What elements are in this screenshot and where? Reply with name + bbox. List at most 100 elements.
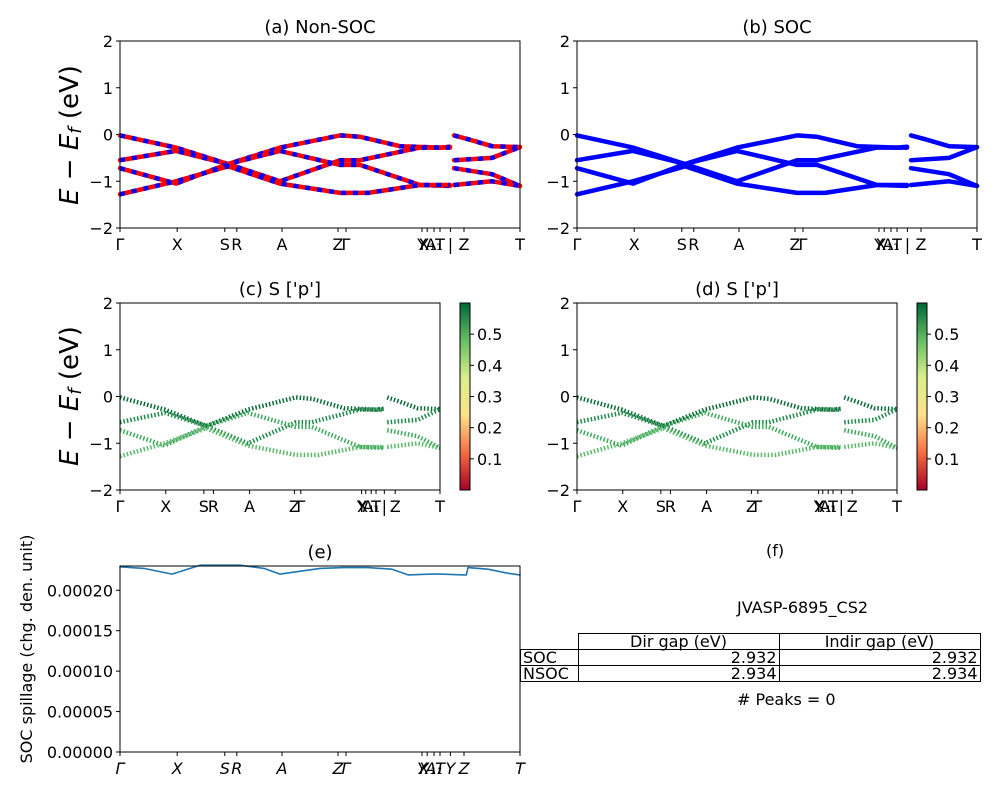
dir-gap-header: Dir gap (eV) [577, 633, 780, 650]
x-tick-label: A [701, 497, 712, 516]
band-line [451, 133, 523, 150]
band-line-dash [453, 165, 521, 188]
band-markers [843, 395, 898, 412]
x-tick-label: X [160, 497, 171, 516]
colorbar-tick-label: 0.2 [934, 419, 959, 438]
x-tick-label: A₁ [424, 759, 442, 778]
panel-title: (a) Non-SOC [264, 17, 375, 38]
x-tick-label: Z [790, 235, 801, 254]
x-tick-label: A₁ [882, 235, 899, 254]
x-tick-label: S [220, 235, 230, 254]
colorbar-tick-label: 0.4 [477, 356, 502, 375]
x-tick-label: Y [873, 235, 884, 254]
band-line [574, 145, 910, 184]
y-tick-label: 0.00015 [47, 622, 113, 641]
x-tick-label: A₁ [363, 497, 380, 516]
row-label: SOC [520, 649, 579, 666]
colorbar-tick-label: 0.1 [477, 450, 502, 469]
x-tick-label: T [891, 497, 902, 516]
x-tick-label: | [448, 235, 453, 254]
band-markers [843, 441, 898, 451]
y-axis-label: E − Ef (eV) [55, 65, 87, 205]
band-markers [576, 395, 842, 429]
y-tick-label: 0.00020 [47, 581, 113, 600]
band-markers [576, 407, 841, 446]
band-line [908, 133, 980, 150]
x-tick-label: X₁ [419, 235, 436, 254]
colorbar [459, 302, 471, 491]
x-tick-label: Z [847, 497, 858, 516]
y-tick-label: −1 [546, 172, 570, 191]
colorbar-tick-label: 0.4 [934, 356, 959, 375]
material-id: JVASP-6895_CS2 [737, 598, 869, 617]
x-tick-label: T [370, 497, 381, 516]
panel-f-title: (f) [766, 541, 785, 560]
axes-frame [119, 565, 521, 753]
x-tick-label: Y [416, 235, 427, 254]
band-markers [844, 407, 898, 425]
x-tick-label: A [277, 235, 288, 254]
band-markers [119, 426, 384, 459]
x-tick-label: T [514, 235, 525, 254]
band-markers [119, 395, 385, 429]
y-tick-label: 2 [103, 32, 113, 51]
colorbar [916, 302, 928, 491]
colorbar-tick-label: 0.5 [477, 325, 502, 344]
x-tick-label: T [434, 497, 445, 516]
x-tick-label: Y [813, 497, 824, 516]
table-header-row: Dir gap (eV) Indir gap (eV) [521, 633, 981, 650]
x-tick-label: Z [916, 235, 927, 254]
x-tick-label: R [231, 235, 242, 254]
x-tick-label: A₁ [425, 235, 442, 254]
y-tick-label: 0 [560, 126, 570, 145]
x-tick-label: A [276, 759, 288, 778]
x-tick-label: Z [390, 497, 401, 516]
band-line-dash [119, 145, 450, 184]
panel-title: (c) S ['p'] [239, 279, 321, 300]
indir-gap-header: Indir gap (eV) [778, 633, 981, 650]
axes-frame [119, 302, 441, 491]
spillage-y-label: SOC spillage (chg. den. unit) [17, 535, 36, 764]
dir-gap-value: 2.934 [577, 665, 780, 682]
axes-frame [119, 40, 521, 229]
x-tick-label: R [688, 235, 699, 254]
x-tick-label: Y [446, 759, 457, 778]
band-markers [119, 407, 384, 446]
x-tick-label: | [905, 235, 910, 254]
band-line-dash [453, 179, 521, 189]
x-tick-label: T [971, 235, 982, 254]
band-markers [576, 410, 842, 451]
band-line [574, 164, 910, 197]
x-tick-label: A [734, 235, 745, 254]
band-markers [576, 426, 841, 459]
x-tick-label: Z [746, 497, 757, 516]
x-tick-label: R [231, 759, 242, 778]
x-tick-label: Y [356, 497, 367, 516]
y-tick-label: −1 [89, 172, 113, 191]
colorbar-tick-label: 0.5 [934, 325, 959, 344]
band-markers [119, 410, 385, 451]
x-tick-label: X [172, 235, 183, 254]
x-tick-label: X₁ [814, 497, 831, 516]
band-line-dash [119, 148, 451, 189]
x-tick-label: T [434, 235, 445, 254]
colorbar-tick-label: 0.3 [934, 388, 959, 407]
x-tick-label: Γ [573, 235, 582, 254]
x-tick-label: Γ [342, 235, 351, 254]
colorbar-tick-label: 0.1 [934, 450, 959, 469]
y-tick-label: 1 [103, 79, 113, 98]
y-tick-label: −2 [546, 481, 570, 500]
y-tick-label: 1 [103, 341, 113, 360]
x-tick-label: A₁ [820, 497, 837, 516]
band-line [908, 179, 980, 189]
y-tick-label: 1 [560, 341, 570, 360]
x-tick-label: Γ [342, 759, 352, 778]
x-tick-label: Γ [116, 235, 125, 254]
x-tick-label: R [665, 497, 676, 516]
y-tick-label: 0 [560, 388, 570, 407]
spillage-line [119, 564, 521, 576]
y-tick-label: 2 [103, 294, 113, 313]
panel-title: (b) SOC [742, 17, 811, 38]
colorbar-tick-label: 0.2 [477, 419, 502, 438]
